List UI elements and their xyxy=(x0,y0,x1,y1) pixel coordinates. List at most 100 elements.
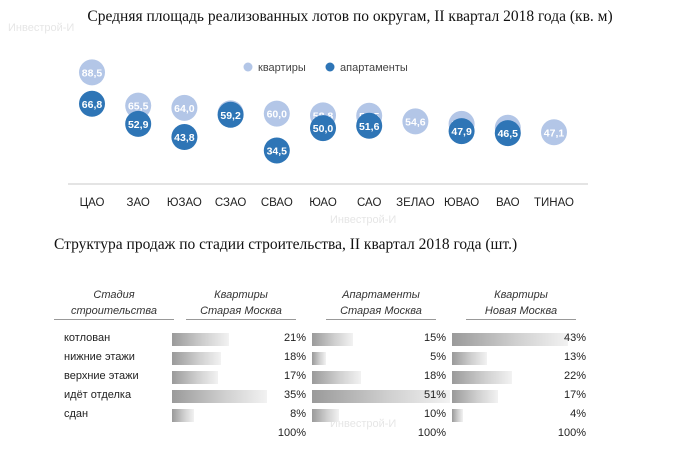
watermark: Инвестрой-И xyxy=(330,214,397,226)
x-tick-label: ЮЗАО xyxy=(167,197,202,209)
row-label: сдан xyxy=(64,408,89,420)
column-total: 100% xyxy=(417,427,446,439)
data-point xyxy=(217,101,244,128)
chart-title-stages: Структура продаж по стадии строительства… xyxy=(54,236,518,253)
bar xyxy=(312,352,326,365)
bar-value-label: 17% xyxy=(283,370,306,382)
x-tick-label: СЗАО xyxy=(215,197,247,209)
bar xyxy=(452,390,498,403)
bar-value-label: 21% xyxy=(283,332,306,344)
x-tick-label: ЦАО xyxy=(80,197,105,209)
stage-header: Стадия строительства xyxy=(54,287,174,320)
column-header-line: Квартиры xyxy=(214,289,268,301)
data-label: 47,9 xyxy=(451,126,472,138)
bar-value-label: 10% xyxy=(423,408,446,420)
district-area-chart: ЦАО ЗАО ЮЗАО СЗАО СВАО ЮАО САО ЗЕЛАО ЮВАО ВАО ТИНА… xyxy=(68,59,588,209)
data-point xyxy=(125,110,152,137)
bar-value-label: 22% xyxy=(563,370,586,382)
bar-value-label: 17% xyxy=(563,389,586,401)
data-label: 52,9 xyxy=(128,119,149,131)
data-label: 65,5 xyxy=(128,101,149,113)
watermark: Инвестрой-И xyxy=(330,418,397,430)
stage-header-line: строительства xyxy=(54,303,174,320)
bar xyxy=(172,333,229,346)
bar-value-label: 35% xyxy=(283,389,306,401)
x-tick-label: ЗАО xyxy=(127,197,150,209)
bar-value-label: 18% xyxy=(283,351,306,363)
data-label: 51,6 xyxy=(359,121,380,133)
x-tick-label: ТИНАО xyxy=(534,197,574,209)
data-point xyxy=(263,100,290,127)
data-point xyxy=(79,90,105,117)
data-point xyxy=(356,112,383,139)
column-header-line: Апартаменты xyxy=(342,289,420,301)
row-label: котлован xyxy=(64,332,111,344)
bar xyxy=(172,390,267,403)
data-point xyxy=(125,92,152,119)
column-header-line: Квартиры xyxy=(494,289,548,301)
data-point xyxy=(402,108,429,135)
column-header-line: Новая Москва xyxy=(466,303,576,320)
bar xyxy=(452,371,512,384)
data-label: 46,5 xyxy=(498,128,519,140)
data-label: 50,0 xyxy=(313,123,334,135)
bar-value-label: 43% xyxy=(563,332,586,344)
row-label: нижние этажи xyxy=(64,351,135,363)
column-header-line: Старая Москва xyxy=(186,303,296,320)
legend-label: апартаменты xyxy=(340,62,408,74)
column-total: 100% xyxy=(277,427,306,439)
bar xyxy=(172,371,218,384)
legend-marker xyxy=(325,62,335,72)
bar-value-label: 18% xyxy=(423,370,446,382)
bar xyxy=(172,352,221,365)
stage-header-line: Стадия xyxy=(93,289,135,301)
column-header: Апартаменты Старая Москва xyxy=(326,287,436,320)
column-header: Квартиры Старая Москва xyxy=(186,287,296,320)
bar xyxy=(452,352,488,365)
x-tick-label: СВАО xyxy=(261,197,293,209)
chart-title-districts: Средняя площадь реализованных лотов по о… xyxy=(87,8,613,25)
bar xyxy=(312,409,340,422)
column-header-line: Старая Москва xyxy=(326,303,436,320)
legend-marker xyxy=(243,62,253,72)
data-label: 60,0 xyxy=(267,109,288,121)
x-tick-label: ВАО xyxy=(496,197,520,209)
x-tick-label: САО xyxy=(357,197,381,209)
bar-value-label: 8% xyxy=(290,408,306,420)
data-point xyxy=(448,118,475,145)
data-label: 47,1 xyxy=(544,127,565,139)
data-point xyxy=(171,94,198,121)
bar xyxy=(312,371,361,384)
data-point xyxy=(310,115,336,142)
data-label: 34,5 xyxy=(267,145,288,157)
row-label: верхние этажи xyxy=(64,370,139,382)
data-point xyxy=(541,119,567,146)
data-point xyxy=(79,59,105,86)
bar-value-label: 4% xyxy=(570,408,586,420)
bar xyxy=(172,409,194,422)
data-label: 54,6 xyxy=(405,116,426,128)
data-label: 64,0 xyxy=(174,103,195,115)
x-tick-label: ЮАО xyxy=(309,197,337,209)
column-header: Квартиры Новая Москва xyxy=(466,287,576,320)
bar-value-label: 5% xyxy=(430,351,446,363)
data-label: 66,8 xyxy=(82,99,103,111)
bar-value-label: 51% xyxy=(423,389,446,401)
legend-label: квартиры xyxy=(258,62,306,74)
x-tick-label: ЗЕЛАО xyxy=(396,197,435,209)
data-point xyxy=(494,120,521,147)
data-label: 43,8 xyxy=(174,132,195,144)
data-point xyxy=(263,137,290,164)
bar xyxy=(312,333,353,346)
bar xyxy=(312,390,450,403)
row-label: идёт отделка xyxy=(64,389,132,401)
bar-value-label: 13% xyxy=(563,351,586,363)
data-label: 88,5 xyxy=(82,67,103,79)
data-point xyxy=(171,124,198,151)
data-label: 59,2 xyxy=(220,110,241,122)
bar-value-label: 15% xyxy=(423,332,446,344)
bar xyxy=(452,333,569,346)
watermark: Инвестрой-И xyxy=(8,22,75,34)
x-tick-label: ЮВАО xyxy=(444,197,479,209)
column-total: 100% xyxy=(557,427,586,439)
